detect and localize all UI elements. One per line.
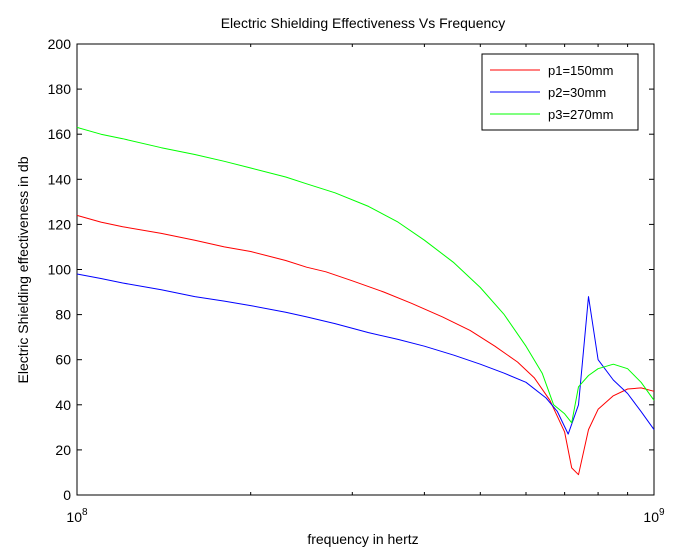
series-line-1 [76,214,655,476]
x-axis: 108 109 [66,44,665,525]
x-axis-label: frequency in hertz [307,531,418,547]
x-tick-base: 10 [643,509,659,525]
series-line-3 [76,126,655,424]
x-tick-label: 108 [66,507,88,525]
y-axis: 0 20 40 60 80 100 120 140 160 180 200 [48,36,654,503]
legend-label: p3=270mm [548,107,613,122]
y-tick-label: 160 [48,126,72,142]
y-tick-label: 200 [48,36,72,52]
y-tick-label: 40 [55,397,71,413]
x-tick-exponent: 9 [659,507,665,518]
x-tick-exponent: 8 [82,507,88,518]
y-tick-label: 120 [48,216,72,232]
y-tick-label: 60 [55,352,71,368]
chart-title: Electric Shielding Effectiveness Vs Freq… [221,15,506,31]
x-tick-label: 109 [643,507,665,525]
y-tick-label: 20 [55,442,71,458]
legend-label: p1=150mm [548,63,613,78]
y-tick-label: 100 [48,262,72,278]
y-tick-label: 80 [55,307,71,323]
y-axis-label: Electric Shielding effectiveness in db [15,156,31,383]
series-lines [76,126,655,476]
legend: p1=150mm p2=30mm p3=270mm [481,53,639,131]
y-tick-label: 0 [63,487,71,503]
y-tick-label: 180 [48,81,72,97]
y-tick-label: 140 [48,171,72,187]
series-line-2 [76,273,655,435]
legend-label: p2=30mm [548,85,606,100]
x-tick-base: 10 [66,509,82,525]
